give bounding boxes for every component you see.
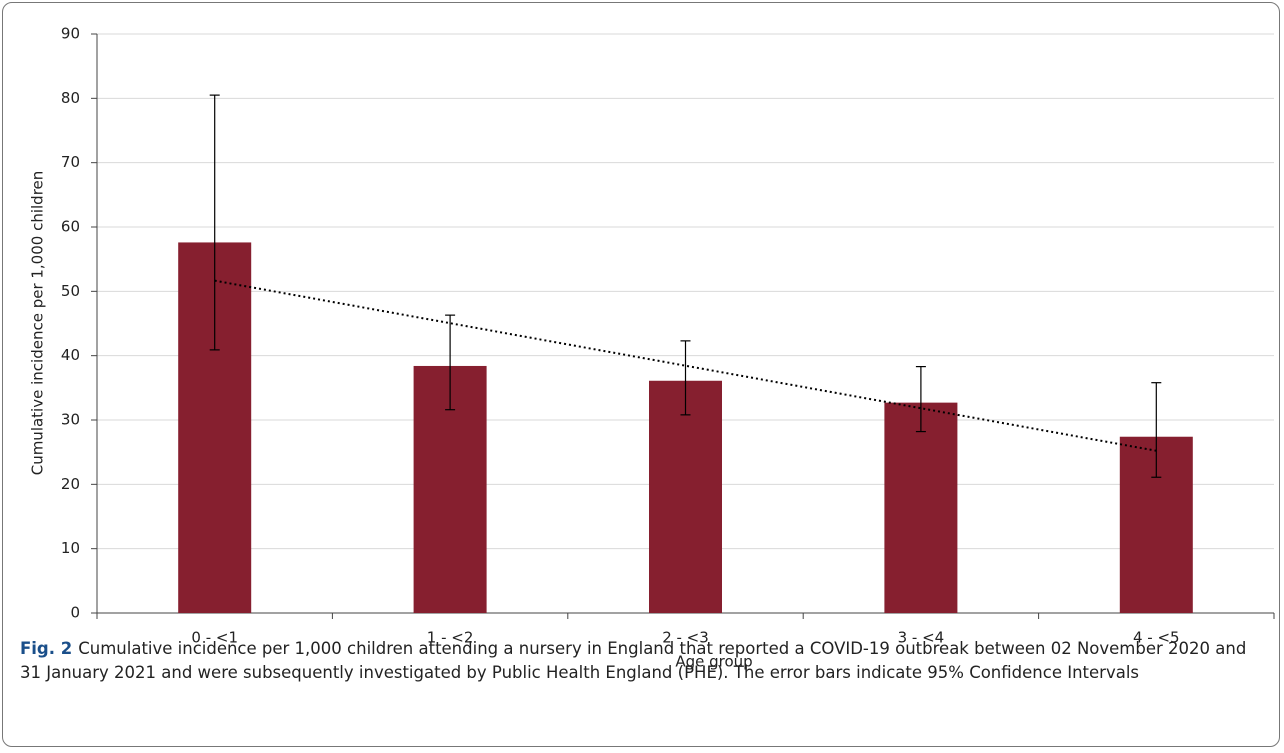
y-tick-label: 50 — [61, 282, 80, 300]
error-bar — [915, 366, 926, 433]
x-tick-label: 0 - <1 — [191, 629, 238, 647]
y-tick-label: 10 — [61, 539, 80, 557]
y-tick-label: 90 — [61, 25, 80, 43]
error-bar — [1151, 382, 1162, 478]
caption-text: Cumulative incidence per 1,000 children … — [20, 639, 1247, 682]
x-tick-label: 1 - <2 — [427, 629, 474, 647]
error-bar — [209, 94, 220, 351]
bar — [884, 402, 958, 613]
bar — [649, 380, 722, 613]
x-tick-label: 3 - <4 — [898, 629, 945, 647]
x-tick-label: 2 - <3 — [662, 629, 709, 647]
y-tick-label: 40 — [61, 346, 80, 364]
caption: Fig. 2 Cumulative incidence per 1,000 chi… — [20, 637, 1270, 685]
y-tick-label: 30 — [61, 411, 80, 429]
error-bar — [445, 314, 456, 411]
y-axis-label: Cumulative incidence per 1,000 children — [29, 171, 47, 476]
y-tick-label: 80 — [61, 89, 80, 107]
y-tick-label: 70 — [61, 153, 80, 171]
x-tick-label: 4 - <5 — [1133, 629, 1180, 647]
x-axis-label: Age group — [675, 653, 752, 671]
y-tick-label: 0 — [70, 604, 80, 622]
error-bar — [680, 340, 691, 416]
caption-label: Fig. 2 — [20, 639, 73, 658]
y-tick-label: 60 — [61, 218, 80, 236]
y-tick-label: 20 — [61, 475, 80, 493]
